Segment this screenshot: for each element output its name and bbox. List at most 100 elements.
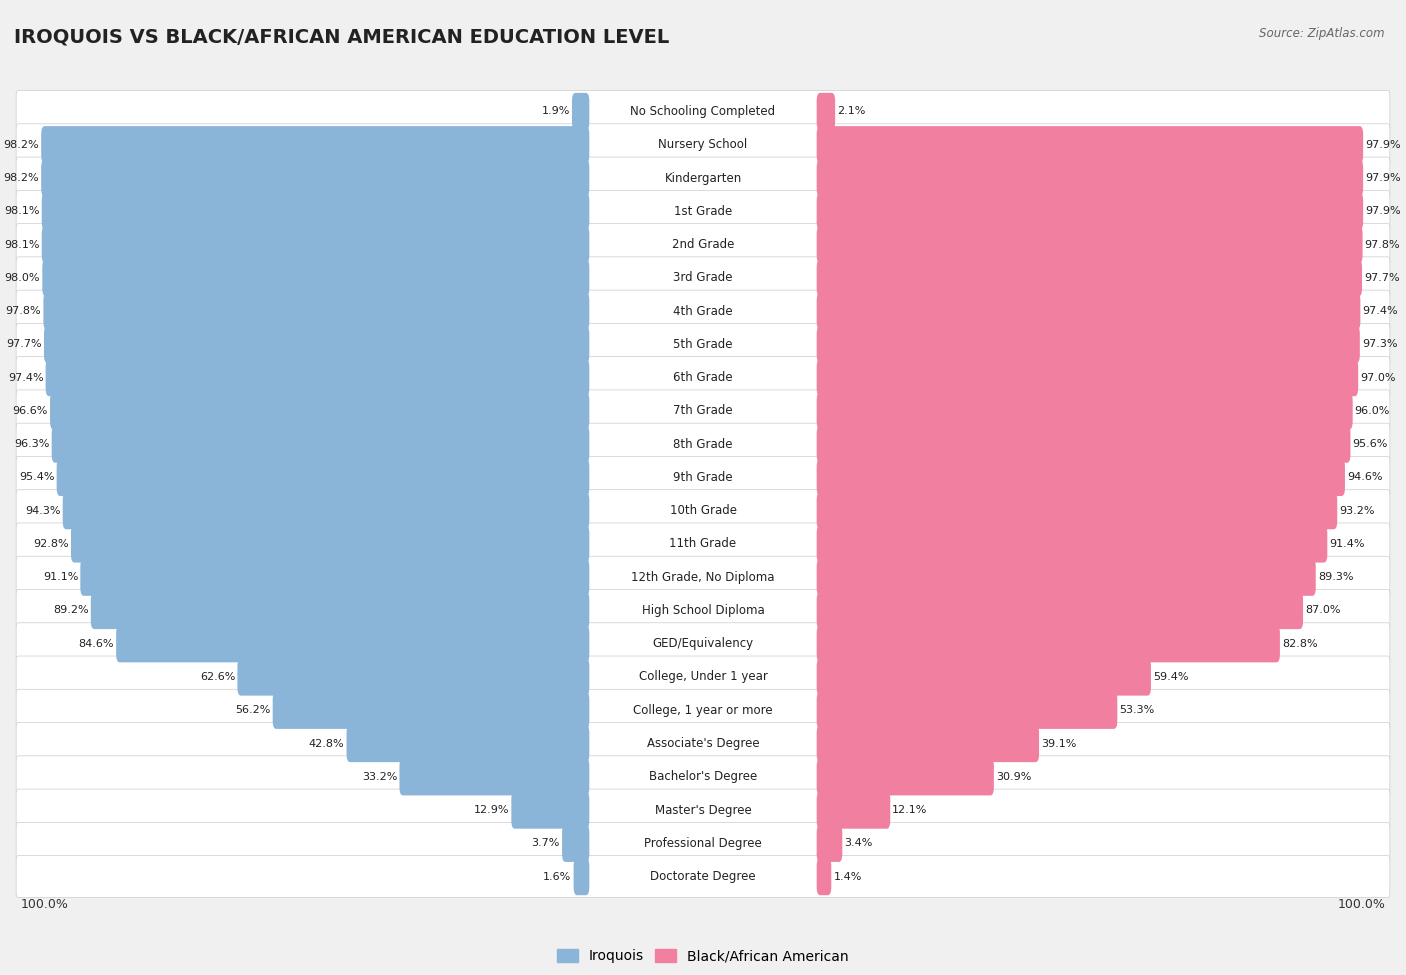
FancyBboxPatch shape [817,193,1364,230]
Text: 94.3%: 94.3% [25,506,60,516]
FancyBboxPatch shape [817,825,842,862]
FancyBboxPatch shape [817,326,1360,363]
Text: 84.6%: 84.6% [79,639,114,648]
FancyBboxPatch shape [15,456,1391,498]
Text: 53.3%: 53.3% [1119,705,1154,716]
FancyBboxPatch shape [15,590,1391,632]
FancyBboxPatch shape [817,259,1362,296]
Text: 56.2%: 56.2% [235,705,270,716]
FancyBboxPatch shape [817,526,1327,563]
Text: 97.8%: 97.8% [1365,240,1400,250]
FancyBboxPatch shape [15,523,1391,565]
FancyBboxPatch shape [15,557,1391,598]
FancyBboxPatch shape [15,822,1391,864]
Text: 1.6%: 1.6% [543,872,572,881]
FancyBboxPatch shape [41,159,589,197]
Text: 11th Grade: 11th Grade [669,537,737,551]
FancyBboxPatch shape [56,459,589,496]
Text: 97.4%: 97.4% [1362,306,1398,316]
Text: 98.2%: 98.2% [3,139,39,150]
Text: 96.3%: 96.3% [14,439,49,449]
Text: 95.4%: 95.4% [20,473,55,483]
FancyBboxPatch shape [45,359,589,396]
FancyBboxPatch shape [817,93,835,130]
FancyBboxPatch shape [574,858,589,895]
FancyBboxPatch shape [117,625,589,662]
FancyBboxPatch shape [15,157,1391,199]
Text: 96.0%: 96.0% [1355,406,1391,416]
FancyBboxPatch shape [817,492,1337,529]
FancyBboxPatch shape [91,592,589,629]
Text: 10th Grade: 10th Grade [669,504,737,517]
FancyBboxPatch shape [15,190,1391,232]
Text: 98.1%: 98.1% [4,240,39,250]
FancyBboxPatch shape [15,91,1391,133]
Text: 97.0%: 97.0% [1360,372,1396,382]
Text: 2.1%: 2.1% [837,106,866,116]
FancyBboxPatch shape [15,124,1391,166]
FancyBboxPatch shape [44,326,589,363]
FancyBboxPatch shape [15,256,1391,298]
Text: 97.7%: 97.7% [6,339,42,349]
Text: 97.8%: 97.8% [6,306,41,316]
FancyBboxPatch shape [817,658,1152,695]
Text: Professional Degree: Professional Degree [644,837,762,850]
Text: 12.1%: 12.1% [893,805,928,815]
FancyBboxPatch shape [817,459,1346,496]
Text: 96.6%: 96.6% [13,406,48,416]
FancyBboxPatch shape [15,390,1391,432]
Text: GED/Equivalency: GED/Equivalency [652,638,754,650]
Text: Associate's Degree: Associate's Degree [647,737,759,750]
FancyBboxPatch shape [15,656,1391,698]
Text: 97.9%: 97.9% [1365,207,1400,216]
Text: 42.8%: 42.8% [309,738,344,749]
Text: 97.7%: 97.7% [1364,273,1400,283]
Text: 39.1%: 39.1% [1040,738,1077,749]
FancyBboxPatch shape [562,825,589,862]
Text: 97.9%: 97.9% [1365,173,1400,183]
Text: 97.4%: 97.4% [8,372,44,382]
Text: Doctorate Degree: Doctorate Degree [650,870,756,883]
FancyBboxPatch shape [817,792,890,829]
Text: No Schooling Completed: No Schooling Completed [630,105,776,118]
Text: 98.1%: 98.1% [4,207,39,216]
FancyBboxPatch shape [15,623,1391,665]
Text: College, Under 1 year: College, Under 1 year [638,671,768,683]
Text: Bachelor's Degree: Bachelor's Degree [650,770,756,783]
Text: 1st Grade: 1st Grade [673,205,733,217]
Text: 8th Grade: 8th Grade [673,438,733,450]
Text: 97.3%: 97.3% [1362,339,1398,349]
Text: 89.2%: 89.2% [53,605,89,615]
Text: 5th Grade: 5th Grade [673,338,733,351]
FancyBboxPatch shape [15,856,1391,898]
FancyBboxPatch shape [51,392,589,430]
FancyBboxPatch shape [15,789,1391,831]
FancyBboxPatch shape [63,492,589,529]
Text: 12th Grade, No Diploma: 12th Grade, No Diploma [631,570,775,584]
Text: 9th Grade: 9th Grade [673,471,733,484]
Text: Master's Degree: Master's Degree [655,803,751,816]
Text: 4th Grade: 4th Grade [673,304,733,318]
FancyBboxPatch shape [572,93,589,130]
FancyBboxPatch shape [44,292,589,330]
Text: 94.6%: 94.6% [1347,473,1382,483]
FancyBboxPatch shape [42,193,589,230]
FancyBboxPatch shape [817,625,1279,662]
FancyBboxPatch shape [817,759,994,796]
Text: 95.6%: 95.6% [1353,439,1388,449]
Text: IROQUOIS VS BLACK/AFRICAN AMERICAN EDUCATION LEVEL: IROQUOIS VS BLACK/AFRICAN AMERICAN EDUCA… [14,27,669,46]
Text: Source: ZipAtlas.com: Source: ZipAtlas.com [1260,27,1385,40]
Text: College, 1 year or more: College, 1 year or more [633,704,773,717]
FancyBboxPatch shape [817,559,1316,596]
Text: 59.4%: 59.4% [1153,672,1188,682]
Text: 1.4%: 1.4% [834,872,862,881]
FancyBboxPatch shape [15,756,1391,798]
FancyBboxPatch shape [42,226,589,263]
FancyBboxPatch shape [346,724,589,762]
Text: 93.2%: 93.2% [1340,506,1375,516]
Text: High School Diploma: High School Diploma [641,604,765,617]
Text: 6th Grade: 6th Grade [673,371,733,384]
FancyBboxPatch shape [41,126,589,164]
Text: Kindergarten: Kindergarten [665,172,741,184]
FancyBboxPatch shape [817,858,831,895]
